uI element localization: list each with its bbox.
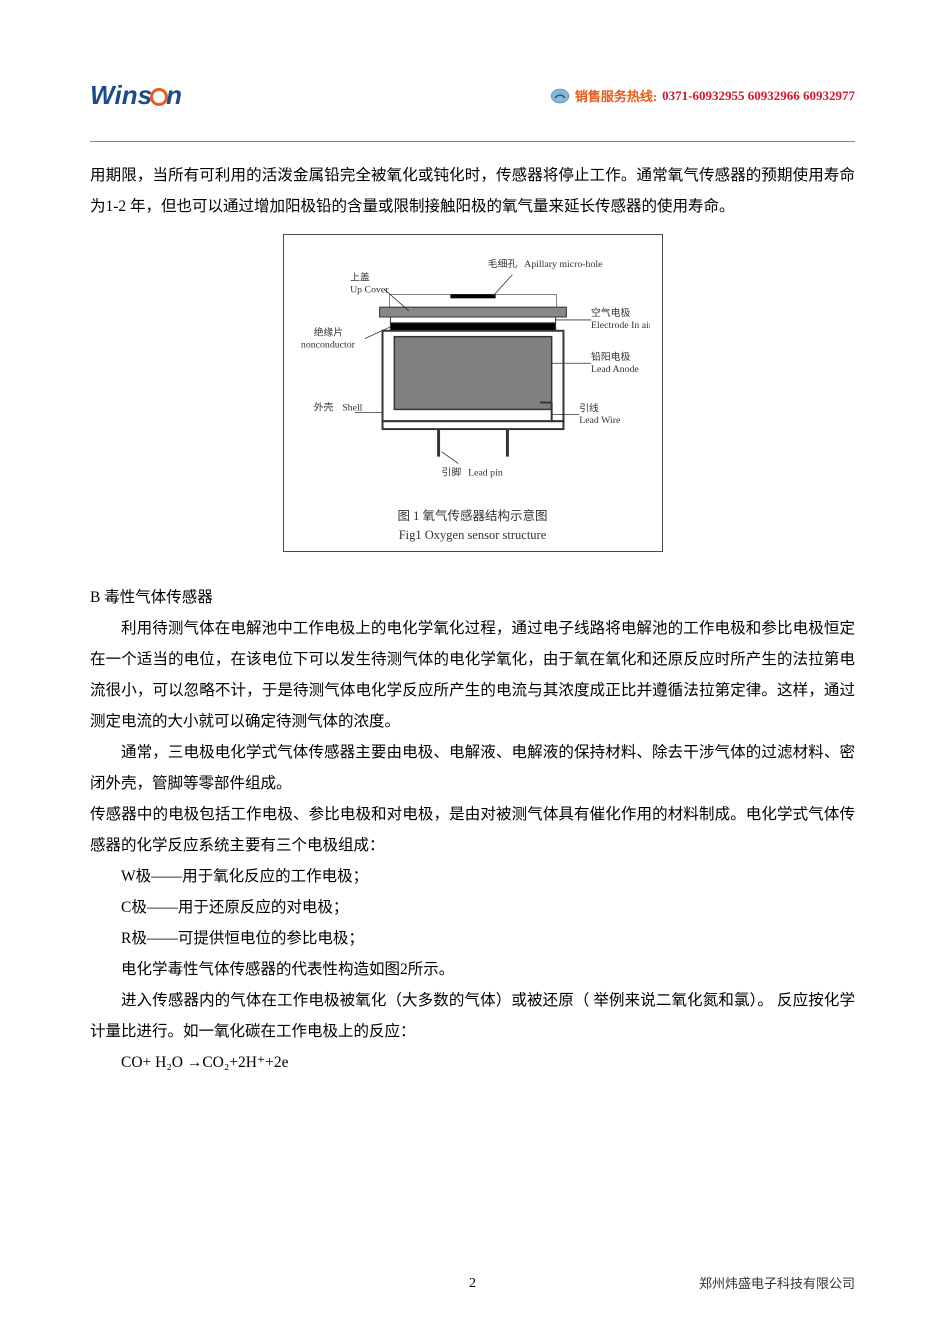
logo-char: n (122, 80, 138, 111)
paragraph: 通常，三电极电化学式气体传感器主要由电极、电解液、电解液的保持材料、除去干涉气体… (90, 737, 855, 799)
paragraph: 利用待测气体在电解池中工作电极上的电化学氧化过程，通过电子线路将电解池的工作电极… (90, 613, 855, 737)
hotline-numbers: 0371-60932955 60932966 60932977 (662, 88, 855, 104)
label-lead-wire-cn: 引线 (579, 401, 599, 414)
label-up-cover-cn: 上盖 (350, 271, 370, 284)
label-shell-cn: 外壳 (313, 400, 333, 413)
list-item-w: W极——用于氧化反应的工作电极； (90, 861, 855, 892)
list-item-r: R极——可提供恒电位的参比电极； (90, 923, 855, 954)
label-micro-hole-en: Apillary micro-hole (524, 259, 603, 270)
section-title-b: B 毒性气体传感器 (90, 582, 855, 613)
logo-char: W (90, 80, 115, 111)
label-up-cover-en: Up Cover (350, 284, 389, 295)
figure-caption-cn: 图 1 氧气传感器结构示意图 (296, 507, 650, 526)
header-divider (90, 141, 855, 142)
label-lead-anode-en: Lead Anode (591, 364, 639, 375)
paragraph: 进入传感器内的气体在工作电极被氧化（大多数的气体）或被还原（ 举例来说二氧化氮和… (90, 985, 855, 1047)
document-content: 用期限，当所有可利用的活泼金属铅完全被氧化或钝化时，传感器将停止工作。通常氧气传… (90, 160, 855, 1078)
label-air-electrode-en: Electrode In air (591, 320, 650, 331)
label-lead-pin-en: Lead pin (468, 467, 503, 478)
label-air-electrode-cn: 空气电极 (591, 306, 630, 319)
figure-caption: 图 1 氧气传感器结构示意图 Fig1 Oxygen sensor struct… (296, 507, 650, 545)
hotline: 销售服务热线: 0371-60932955 60932966 60932977 (550, 86, 855, 105)
paragraph: 电化学毒性气体传感器的代表性构造如图2所示。 (90, 954, 855, 985)
sensor-diagram: 毛细孔 Apillary micro-hole 上盖 Up Cover 空气电极… (296, 253, 650, 498)
paragraph: 传感器中的电极包括工作电极、参比电极和对电极，是由对被测气体具有催化作用的材料制… (90, 799, 855, 861)
label-lead-pin-cn: 引脚 (441, 466, 461, 478)
label-shell-en: Shell (342, 402, 362, 413)
page-number: 2 (469, 1276, 476, 1292)
page-header: Winsn 销售服务热线: 0371-60932955 60932966 609… (90, 80, 855, 111)
logo-char: i (115, 80, 122, 111)
footer-company: 郑州炜盛电子科技有限公司 (699, 1273, 855, 1292)
figure-container: 毛细孔 Apillary micro-hole 上盖 Up Cover 空气电极… (90, 234, 855, 552)
list-item-c: C极——用于还原反应的对电极； (90, 892, 855, 923)
label-micro-hole-cn: 毛细孔 (487, 257, 517, 270)
label-lead-anode-cn: 铅阳电极 (591, 350, 630, 363)
figure-1: 毛细孔 Apillary micro-hole 上盖 Up Cover 空气电极… (283, 234, 663, 552)
label-nonconductor-en: nonconductor (300, 339, 355, 350)
label-lead-wire-en: Lead Wire (579, 415, 621, 426)
logo-char: n (166, 80, 182, 111)
figure-caption-en: Fig1 Oxygen sensor structure (296, 526, 650, 545)
logo: Winsn (90, 80, 182, 111)
phone-icon (550, 88, 570, 104)
paragraph: 用期限，当所有可利用的活泼金属铅完全被氧化或钝化时，传感器将停止工作。通常氧气传… (90, 160, 855, 222)
document-page: Winsn 销售服务热线: 0371-60932955 60932966 609… (0, 0, 945, 1337)
hotline-label: 销售服务热线: (575, 86, 657, 105)
formula: CO+ H₂O →CO₂+2H⁺+2e (90, 1047, 855, 1078)
label-nonconductor-cn: 绝缘片 (313, 326, 342, 339)
